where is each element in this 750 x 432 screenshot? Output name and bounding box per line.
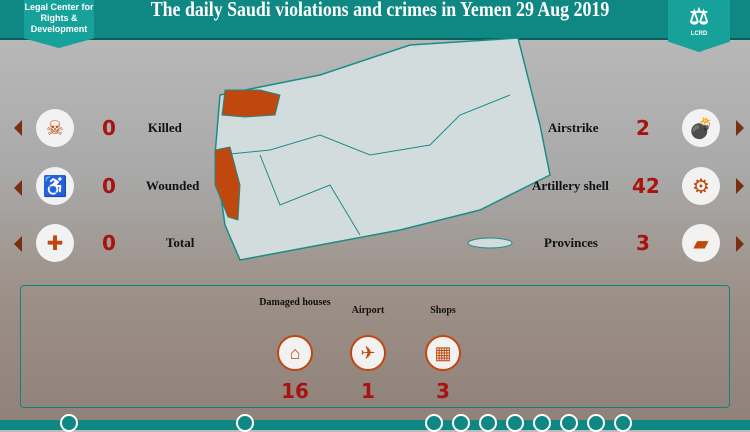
- right-arrow[interactable]: [736, 120, 744, 136]
- social-icon[interactable]: [425, 414, 443, 432]
- org-logo-badge: Legal Center for Rights & Development: [24, 0, 94, 48]
- killed-value: 0: [102, 116, 116, 140]
- yemen-map-icon: ▰: [682, 224, 720, 262]
- provinces-label: Provinces: [544, 235, 598, 250]
- artillery-value: 42: [632, 174, 660, 198]
- casualties-icon: ✚: [36, 224, 74, 262]
- social-icon[interactable]: [560, 414, 578, 432]
- web-icon[interactable]: [236, 414, 254, 432]
- houses-label: Damaged houses: [259, 297, 331, 308]
- airstrike-label: Airstrike: [548, 120, 599, 135]
- scales-icon: ⚖: [689, 4, 709, 29]
- stat-wounded: ♿ 0 Wounded: [36, 167, 199, 205]
- org-name: Legal Center for Rights & Development: [24, 2, 94, 34]
- stat-killed: ☠ 0 Killed: [36, 109, 182, 147]
- affected-province-hodeidah: [214, 146, 241, 221]
- shop-icon: ▦: [425, 335, 461, 371]
- shops-label: Shops: [430, 305, 456, 316]
- killed-label: Killed: [147, 120, 182, 135]
- total-value: 0: [102, 231, 116, 255]
- lcrd-logo: ⚖ LCRD: [668, 0, 730, 52]
- airport-label: Airport: [351, 305, 385, 316]
- social-icon[interactable]: [506, 414, 524, 432]
- province-borders-2: [259, 154, 361, 236]
- header: The daily Saudi violations and crimes in…: [0, 0, 750, 40]
- bottom-panel: [20, 285, 730, 408]
- left-arrow[interactable]: [14, 236, 22, 252]
- airplane-icon: ✈: [350, 335, 386, 371]
- phone-icon[interactable]: [60, 414, 78, 432]
- yemen-map: [214, 37, 551, 261]
- social-icon[interactable]: [614, 414, 632, 432]
- house-icon: ⌂: [277, 335, 313, 371]
- stat-total: ✚ 0 Total: [36, 224, 194, 262]
- footer-bar: [0, 420, 750, 430]
- provinces-value: 3: [636, 231, 650, 255]
- stat-artillery: Artillery shell 42 ⚙: [532, 167, 720, 205]
- airport-value: 1: [361, 379, 375, 403]
- shops-value: 3: [436, 379, 450, 403]
- province-borders: [219, 94, 511, 156]
- damage-shops: Shops ▦ 3: [403, 297, 483, 403]
- left-arrow[interactable]: [14, 180, 22, 196]
- right-arrow[interactable]: [736, 236, 744, 252]
- logo-text: LCRD: [690, 31, 708, 37]
- page-title: The daily Saudi violations and crimes in…: [150, 0, 610, 21]
- airstrike-value: 2: [636, 116, 650, 140]
- artillery-label: Artillery shell: [532, 178, 609, 193]
- total-label: Total: [165, 235, 195, 250]
- stat-provinces: Provinces 3 ▰: [544, 224, 720, 262]
- social-icon[interactable]: [533, 414, 551, 432]
- injured-person-icon: ♿: [36, 167, 74, 205]
- cannon-icon: ⚙: [682, 167, 720, 205]
- damage-airport: Airport ✈ 1: [328, 297, 408, 403]
- damage-houses: Damaged houses ⌂ 16: [255, 297, 335, 403]
- wounded-label: Wounded: [145, 178, 200, 193]
- map-outline: [214, 37, 551, 261]
- stat-airstrike: Airstrike 2 💣: [548, 109, 720, 147]
- socotra-island: [467, 237, 513, 249]
- affected-province-saada: [221, 89, 281, 118]
- instagram-icon[interactable]: [587, 414, 605, 432]
- houses-value: 16: [281, 379, 309, 403]
- wounded-value: 0: [102, 174, 116, 198]
- left-arrow[interactable]: [14, 120, 22, 136]
- social-icon[interactable]: [479, 414, 497, 432]
- body-icon: ☠: [36, 109, 74, 147]
- bomb-icon: 💣: [682, 109, 720, 147]
- social-icon[interactable]: [452, 414, 470, 432]
- right-arrow[interactable]: [736, 178, 744, 194]
